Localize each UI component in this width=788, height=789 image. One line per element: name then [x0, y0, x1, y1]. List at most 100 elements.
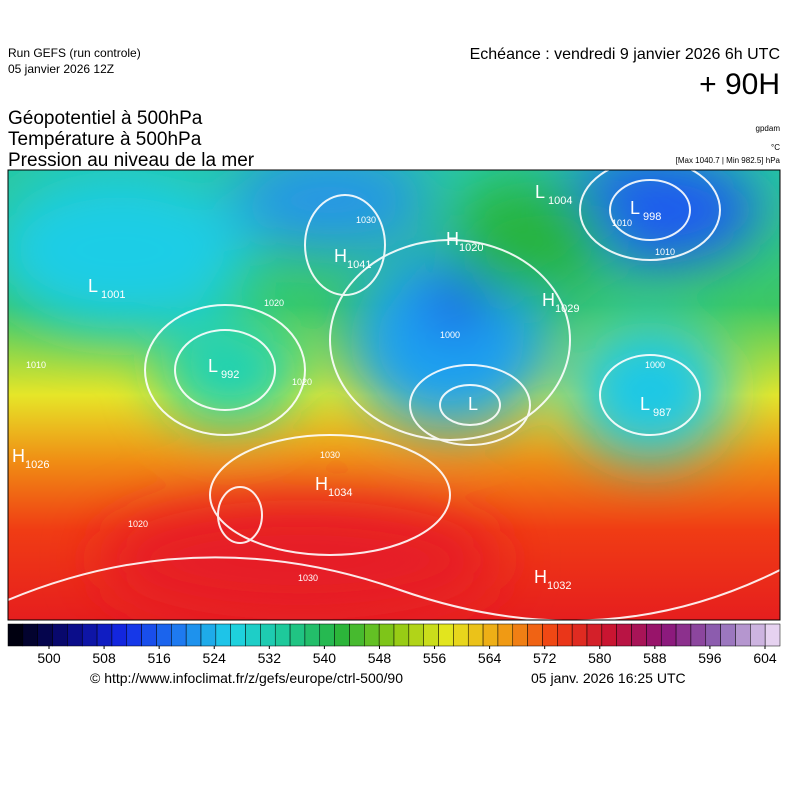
colorbar-swatch: [467, 623, 484, 647]
center-symbol: L: [640, 394, 650, 414]
colorbar-swatch: [215, 623, 231, 647]
colorbar-swatch: [141, 623, 157, 647]
colorbar-swatch: [408, 623, 424, 647]
isobar-label: 1020: [128, 519, 148, 529]
center-symbol: H: [315, 474, 328, 494]
unit: °C: [771, 143, 780, 152]
center-symbol: L: [630, 198, 640, 218]
center-value: 1034: [328, 487, 352, 499]
source: © http://www.infoclimat.fr/z/gefs/europe…: [90, 670, 404, 686]
colorbar-swatch: [497, 623, 514, 647]
colorbar-swatch: [720, 623, 736, 647]
colorbar-swatch: [423, 623, 439, 647]
unit: gpdam: [755, 124, 780, 133]
colorbar-swatch: [260, 623, 276, 647]
colorbar-swatch: [37, 623, 53, 647]
run-date: 05 janvier 2026 12Z: [8, 62, 115, 76]
center-value: 1032: [547, 580, 571, 592]
unit: [Max 1040.7 | Min 982.5] hPa: [675, 156, 780, 165]
generated: 05 janv. 2026 16:25 UTC: [531, 670, 686, 686]
colorbar-tick-label: 604: [753, 650, 777, 666]
colorbar-swatch: [289, 623, 306, 647]
colorbar-swatch: [660, 623, 677, 647]
colorbar-swatch: [364, 623, 380, 647]
isobar-label: 1020: [264, 298, 284, 308]
colorbar-swatch: [482, 623, 499, 647]
colorbar-swatch: [378, 623, 395, 647]
colorbar-swatch: [735, 623, 751, 647]
colorbar-swatch: [542, 623, 558, 647]
colorbar-swatch: [245, 623, 261, 647]
colorbar-swatch: [705, 623, 721, 647]
center-symbol: L: [88, 276, 98, 296]
colorbar-swatch: [616, 623, 632, 647]
field-shading: [8, 170, 780, 620]
colorbar-tick-label: 596: [698, 650, 722, 666]
field: Température à 500hPa: [8, 129, 202, 150]
center-value: 1001: [101, 289, 125, 301]
colorbar-swatch: [171, 623, 187, 647]
colorbar-swatch: [453, 623, 469, 647]
center-symbol: L: [208, 356, 218, 376]
colorbar-tick-label: 548: [368, 650, 392, 666]
colorbar-swatch: [156, 623, 172, 647]
center-symbol: H: [534, 567, 547, 587]
colorbar-tick-label: 540: [313, 650, 337, 666]
colorbar-swatch: [96, 623, 113, 647]
colorbar-tick-label: 580: [588, 650, 612, 666]
center-symbol: L: [535, 182, 545, 202]
colorbar-swatch: [764, 623, 781, 647]
colorbar-tick-label: 556: [423, 650, 447, 666]
colorbar-tick-label: 532: [258, 650, 282, 666]
colorbar-tick-label: 564: [478, 650, 502, 666]
colorbar-swatch: [126, 623, 142, 647]
center-symbol: H: [12, 446, 25, 466]
valid-time: Echéance : vendredi 9 janvier 2026 6h UT…: [469, 46, 780, 63]
colorbar-swatch: [319, 623, 335, 647]
colorbar-swatch: [586, 623, 603, 647]
colorbar-swatch: [675, 623, 692, 647]
colorbar-swatch: [111, 623, 128, 647]
field: Pression au niveau de la mer: [8, 150, 255, 171]
isobar-label: 1020: [292, 377, 312, 387]
center-value: 1004: [548, 195, 572, 207]
colorbar-swatch: [438, 623, 454, 647]
colorbar-swatch: [349, 623, 365, 647]
colorbar-tick-label: 588: [643, 650, 667, 666]
isobar-label: 1030: [298, 573, 318, 583]
colorbar-tick-label: 516: [147, 650, 171, 666]
lead-time: + 90H: [699, 68, 780, 101]
isobar-label: 1010: [26, 360, 46, 370]
colorbar-swatch: [185, 623, 202, 647]
isobar-label: 1030: [320, 450, 340, 460]
center-value: 1026: [25, 459, 49, 471]
colorbar-swatch: [750, 623, 766, 647]
colorbar-swatch: [571, 623, 588, 647]
colorbar-tick-label: 524: [203, 650, 227, 666]
colorbar-swatch: [393, 623, 410, 647]
center-value: 992: [221, 369, 239, 381]
colorbar-swatch: [557, 623, 573, 647]
isobar-label: 1000: [440, 330, 460, 340]
center-symbol: H: [542, 290, 555, 310]
center-value: 1020: [459, 242, 483, 254]
colorbar-swatch: [22, 623, 38, 647]
colorbar-swatch: [274, 623, 291, 647]
colorbar-tick-label: 508: [92, 650, 116, 666]
field: Géopotentiel à 500hPa: [8, 108, 203, 129]
colorbar-swatch: [52, 623, 68, 647]
run: Run GEFS (run controle): [8, 46, 141, 60]
colorbar-swatch: [7, 623, 24, 647]
colorbar-swatch: [601, 623, 617, 647]
isobar-label: 1010: [655, 247, 675, 257]
colorbar-swatch: [230, 623, 246, 647]
colorbar-swatch: [200, 623, 217, 647]
colorbar-swatch: [67, 623, 83, 647]
colorbar-swatch: [81, 623, 98, 647]
colorbar-swatch: [512, 623, 528, 647]
colorbar-swatch: [631, 623, 647, 647]
center-value: 987: [653, 407, 671, 419]
center-value: 1041: [347, 259, 371, 271]
